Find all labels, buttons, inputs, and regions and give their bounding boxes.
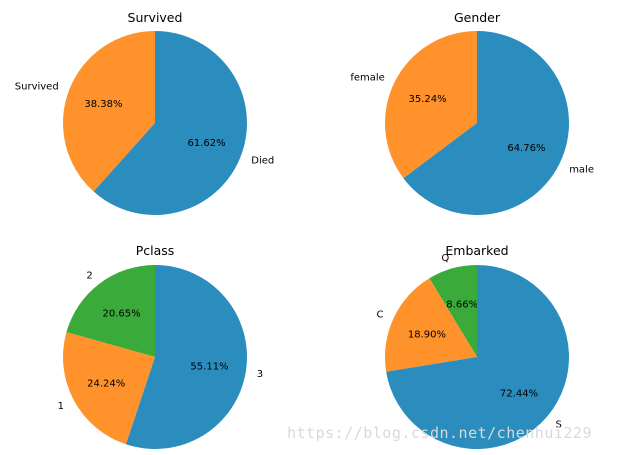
pie-slice-died	[93, 31, 247, 215]
slice-category-label: Died	[251, 155, 274, 166]
slice-category-label: 3	[257, 369, 263, 380]
pie-slice-male	[403, 31, 569, 215]
slice-percent-label: 8.66%	[446, 299, 478, 310]
chart-title: Survived	[128, 10, 183, 25]
slice-percent-label: 72.44%	[500, 388, 538, 399]
pie-slice-2	[66, 265, 155, 357]
chart-title: Pclass	[136, 243, 175, 258]
slice-percent-label: 38.38%	[84, 99, 122, 110]
pie-slice-3	[125, 265, 247, 449]
pie-slice-q	[429, 265, 477, 357]
slice-percent-label: 61.62%	[188, 138, 226, 149]
chart-title: Embarked	[445, 243, 508, 258]
slice-percent-label: 20.65%	[103, 309, 141, 320]
pie-slice-1	[63, 332, 155, 445]
slice-category-label: C	[377, 309, 384, 320]
pie-chart-embarked: Embarked 8.66% Q 18.90% C 72.44% S	[377, 243, 570, 450]
pie-chart-survived: Survived 38.38% Survived 61.62% Died	[15, 10, 274, 215]
pie-slice-c	[385, 278, 477, 372]
chart-title: Gender	[454, 10, 501, 25]
slice-percent-label: 35.24%	[409, 94, 447, 105]
pie-chart-gender: Gender 35.24% female 64.76% male	[350, 10, 594, 215]
pie-slice-female	[384, 31, 477, 179]
pie-slice-s	[386, 264, 570, 450]
slice-category-label: 1	[58, 401, 64, 412]
slice-percent-label: 24.24%	[87, 378, 125, 389]
slice-category-label: 2	[86, 270, 92, 281]
watermark-text: https://blog.csdn.net/chenhui229	[287, 424, 592, 442]
slice-percent-label: 64.76%	[507, 143, 545, 154]
slice-percent-label: 55.11%	[190, 361, 228, 372]
pie-slice-survived	[62, 31, 155, 192]
slice-category-label: Q	[441, 253, 449, 264]
slice-percent-label: 18.90%	[408, 329, 446, 340]
pie-chart-pclass: Pclass 20.65% 2 24.24% 1 55.11% 3	[58, 243, 263, 449]
slice-category-label: male	[569, 165, 594, 176]
slice-category-label: Survived	[15, 82, 59, 93]
slice-category-label: S	[556, 419, 562, 430]
slice-category-label: female	[350, 72, 384, 83]
